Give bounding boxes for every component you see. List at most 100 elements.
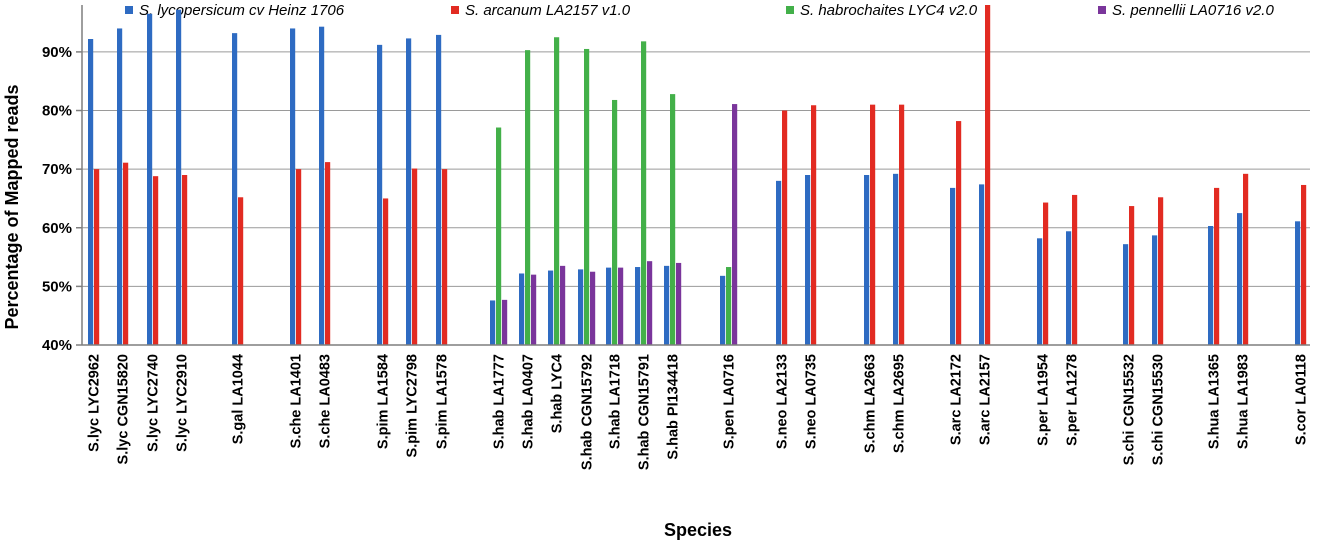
x-category-label: S.hab CGN15792 [580,354,596,470]
x-category-label: S.per LA1954 [1036,354,1052,446]
bar [412,168,418,345]
legend-swatch [786,6,794,14]
bar [899,104,905,345]
legend-label: S. habrochaites LYC4 v2.0 [800,2,978,19]
bar [720,275,726,345]
bar [290,28,296,346]
x-category-label: S.chi CGN15532 [1122,354,1138,465]
y-tick-label: 90% [42,44,72,61]
bar [979,184,985,345]
legend-swatch [1098,6,1106,14]
bar [647,261,653,345]
bar [548,270,554,345]
x-category-label: S.hab LYC4 [550,354,566,433]
bar [726,267,732,345]
bar [811,105,817,345]
legend-label: S. lycopersicum cv Heinz 1706 [139,2,345,19]
x-category-label: S.arc LA2157 [978,354,994,445]
x-category-label: S.per LA1278 [1065,354,1081,446]
bar [531,274,537,345]
y-tick-label: 50% [42,278,72,295]
x-category-label: S.che LA0483 [318,354,334,448]
legend-label: S. arcanum LA2157 v1.0 [465,2,631,19]
x-category-label: S.neo LA0735 [804,354,820,449]
bar [606,267,612,345]
bar [635,267,641,345]
x-category-label: S.che LA1401 [289,354,305,448]
x-category-label: S.pen LA0716 [722,354,738,449]
bar [1037,238,1043,345]
x-category-label: S.hua LA1983 [1236,354,1252,449]
x-category-label: S.hab CGN15791 [637,354,653,470]
bar [950,187,956,345]
bar [232,33,238,345]
bar [1214,187,1220,345]
legend: S. lycopersicum cv Heinz 1706 S. arcanum … [125,2,1274,19]
bar [1243,173,1249,345]
bar [1066,231,1072,345]
bar [176,9,182,345]
bar [1208,226,1214,345]
y-tick-label: 80% [42,103,72,120]
bar [1158,197,1164,345]
legend-label: S. pennellii LA0716 v2.0 [1112,2,1274,19]
legend-swatch [451,6,459,14]
bar [670,94,676,345]
bar [117,28,123,346]
x-category-label: S.lyc CGN15820 [116,354,132,464]
bar [436,34,442,346]
x-category-label: S.lyc LYC2910 [175,354,191,452]
bars [88,5,1307,346]
bar [406,38,412,346]
bar [612,99,618,345]
bar [94,169,100,345]
x-category-label: S.chm LA2695 [892,354,908,453]
legend-swatch [125,6,133,14]
x-category-label: S.chi CGN15530 [1151,354,1167,465]
x-category-label: S.hua LA1365 [1207,354,1223,449]
bar [319,26,325,345]
y-tick-label: 40% [42,337,72,354]
bar [88,39,94,345]
bar [1129,206,1135,345]
bar [1301,184,1307,345]
bar [782,110,788,345]
bar [490,300,496,345]
x-category-label: S.lyc LYC2740 [146,354,162,452]
x-axis-category-labels: S.lyc LYC2962 S.lyc CGN15820 S.lyc LYC2740… [87,354,1310,470]
x-category-label: S.hab LA1718 [608,354,624,449]
x-category-label: S.pim LA1584 [376,354,392,449]
y-tick-label: 70% [42,161,72,178]
bar [123,162,129,345]
bar [383,198,389,345]
bar [956,121,962,345]
bar [618,267,624,345]
x-category-label: S.neo LA2133 [775,354,791,449]
bar [560,265,566,345]
bar [182,175,188,345]
bar [805,175,811,345]
x-category-label: S.lyc LYC2962 [87,354,103,452]
bar [578,269,584,345]
bar [676,262,682,345]
bar [776,180,782,345]
bar [519,273,525,345]
bar [525,50,531,345]
bar [1123,244,1129,345]
bar [147,13,153,346]
bar [1152,235,1158,345]
bar [590,271,596,345]
x-category-label: S.chm LA2663 [863,354,879,453]
bar [554,37,560,345]
bar [985,5,991,345]
bar [377,44,383,346]
x-category-label: S.cor LA0118 [1294,354,1310,445]
bar [325,162,331,345]
y-tick-label: 60% [42,220,72,237]
x-category-label: S.pim LA1578 [435,354,451,449]
bar [584,48,590,346]
bar [893,173,899,345]
bar [732,104,738,345]
bar [1295,221,1301,345]
